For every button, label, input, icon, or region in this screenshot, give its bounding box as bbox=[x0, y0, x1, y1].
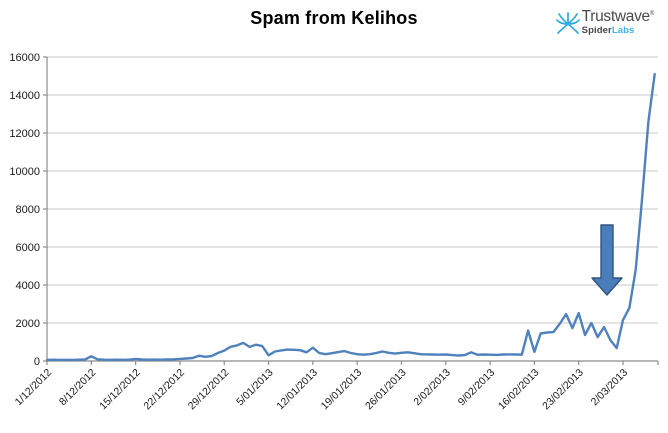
x-tick-label: 12/01/2013 bbox=[274, 367, 320, 413]
x-tick-label: 16/02/2013 bbox=[496, 367, 542, 413]
series-line bbox=[45, 72, 656, 362]
x-tick-label: 1/12/2012 bbox=[13, 367, 55, 409]
x-tick-label: 8/12/2012 bbox=[57, 367, 99, 409]
x-tick-label: 5/01/2013 bbox=[234, 367, 276, 409]
y-tick-label: 2000 bbox=[16, 318, 40, 330]
y-tick-label: 6000 bbox=[16, 242, 40, 254]
y-tick-label: 14000 bbox=[9, 90, 40, 102]
logo-text: Trustwave® SpiderLabs bbox=[581, 8, 655, 36]
trustwave-spiderlabs-logo: Trustwave® SpiderLabs bbox=[555, 8, 655, 42]
trademark-mark: ® bbox=[649, 10, 654, 17]
logo-brand-name: Trustwave® bbox=[581, 8, 655, 25]
x-tick-label: 9/02/2013 bbox=[456, 367, 498, 409]
spider-asterisk-icon bbox=[555, 11, 580, 42]
y-tick-label: 12000 bbox=[9, 128, 40, 140]
x-tick-label: 22/12/2012 bbox=[141, 367, 187, 413]
y-tick-label: 8000 bbox=[16, 204, 40, 216]
logo-sub-name: SpiderLabs bbox=[581, 24, 635, 36]
x-tick-label: 2/03/2013 bbox=[589, 367, 631, 409]
x-tick-label: 23/02/2013 bbox=[540, 367, 586, 413]
down-arrow-annotation bbox=[591, 224, 623, 296]
x-tick-label: 29/12/2012 bbox=[186, 367, 232, 413]
y-tick-label: 4000 bbox=[16, 280, 40, 292]
x-tick-label: 2/02/2013 bbox=[411, 367, 453, 409]
y-tick-label: 16000 bbox=[9, 52, 40, 64]
x-tick-label: 15/12/2012 bbox=[97, 367, 143, 413]
x-tick-label: 26/01/2013 bbox=[363, 367, 409, 413]
chart-title: Spam from Kelihos bbox=[250, 8, 418, 28]
y-tick-label: 10000 bbox=[9, 166, 40, 178]
y-tick-label: 0 bbox=[34, 356, 40, 368]
x-tick-label: 19/01/2013 bbox=[319, 367, 365, 413]
